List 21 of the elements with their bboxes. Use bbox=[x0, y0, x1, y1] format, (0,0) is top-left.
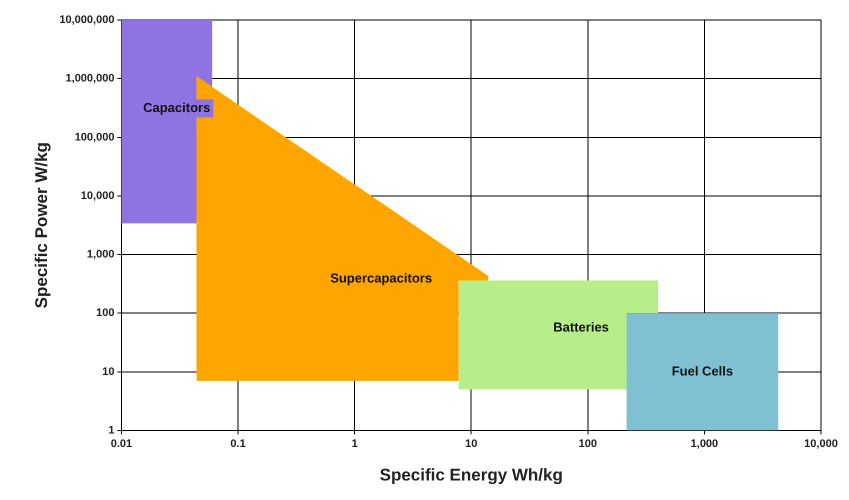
x-tick-label: 0.1 bbox=[230, 438, 246, 450]
series-label: Batteries bbox=[553, 319, 609, 334]
y-tick-label: 10,000 bbox=[80, 190, 114, 202]
y-tick-label: 100,000 bbox=[74, 131, 114, 144]
x-tick-label: 0.01 bbox=[110, 438, 132, 450]
series-label: Supercapacitors bbox=[330, 270, 432, 286]
x-tick-label: 1,000 bbox=[690, 438, 718, 450]
y-tick-label: 1,000 bbox=[86, 248, 114, 261]
x-tick-label: 1 bbox=[352, 438, 358, 450]
x-tick-label: 100 bbox=[578, 438, 597, 450]
y-axis-title: Specific Power W/kg bbox=[32, 142, 51, 308]
x-tick-label: 10,000 bbox=[804, 438, 838, 450]
series-label: Fuel Cells bbox=[672, 363, 734, 378]
y-tick-label: 100 bbox=[96, 307, 114, 320]
y-tick-label: 1,000,000 bbox=[66, 72, 114, 85]
y-tick-label: 10 bbox=[102, 366, 114, 378]
y-tick-label: 1 bbox=[108, 424, 114, 436]
x-axis-title: Specific Energy Wh/kg bbox=[380, 465, 563, 484]
x-tick-label: 10 bbox=[465, 438, 478, 450]
y-tick-label: 10,000,000 bbox=[59, 14, 114, 26]
series-label: Capacitors bbox=[143, 100, 210, 115]
